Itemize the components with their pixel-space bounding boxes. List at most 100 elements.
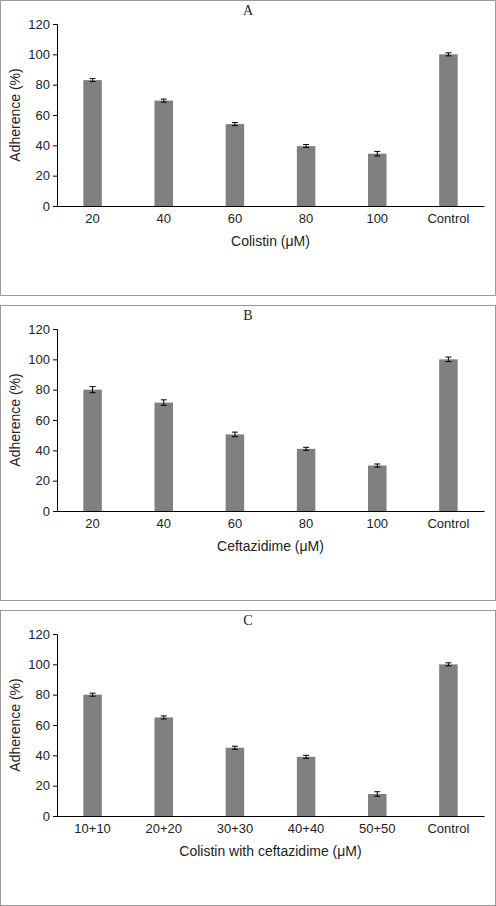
tick-mark <box>53 420 57 421</box>
error-cap <box>161 718 167 719</box>
tick-mark <box>53 145 57 146</box>
panel: 02040608010012010+1020+2030+3040+4050+50… <box>1 611 496 906</box>
error-cap <box>90 693 96 694</box>
x-axis: 20406080100Control <box>58 207 485 227</box>
error-cap <box>90 392 96 393</box>
tick-label: 80 <box>299 516 313 531</box>
tick-label: 40 <box>36 443 50 458</box>
tick-label: 100 <box>28 47 50 62</box>
bar <box>154 403 173 511</box>
x-axis: 10+1020+2030+3040+4050+50Control <box>58 817 485 837</box>
error-cap <box>374 791 380 792</box>
y-axis: 020406080100120 <box>28 322 57 519</box>
error-bar <box>90 693 96 696</box>
error-bar <box>232 123 238 126</box>
bar <box>439 359 458 511</box>
tick-label: 40 <box>157 516 171 531</box>
tick: 80 <box>36 687 57 702</box>
error-cap <box>232 122 238 123</box>
tick: Control <box>427 516 469 531</box>
y-axis: 020406080100120 <box>28 627 57 824</box>
error-cap <box>232 436 238 437</box>
error-cap <box>303 144 309 145</box>
error-cap <box>161 405 167 406</box>
error-cap <box>445 361 451 362</box>
tick-label: 60 <box>36 108 50 123</box>
tick-mark <box>53 755 57 756</box>
tick-label: 80 <box>36 687 50 702</box>
tick-mark <box>53 725 57 726</box>
error-bar <box>303 447 309 450</box>
tick: 120 <box>28 17 57 32</box>
panel-border <box>1 611 496 906</box>
error-stem <box>234 432 235 437</box>
bar <box>368 154 387 206</box>
error-stem <box>377 792 378 797</box>
tick: 60 <box>36 413 57 428</box>
axis-line <box>53 635 58 817</box>
tick: 30+30 <box>217 821 254 836</box>
y-axis-title: Adherence (%) <box>7 373 23 466</box>
tick-mark <box>53 24 57 25</box>
bars <box>83 663 457 816</box>
tick-mark <box>53 634 57 635</box>
error-stem <box>92 387 93 393</box>
error-cap <box>303 447 309 448</box>
tick: 40 <box>36 748 57 763</box>
tick: Control <box>427 211 469 226</box>
tick-label: 40 <box>36 138 50 153</box>
error-cap <box>445 55 451 56</box>
tick-mark <box>53 54 57 55</box>
tick: Control <box>427 821 469 836</box>
error-cap <box>303 758 309 759</box>
y-axis-title: Adherence (%) <box>7 68 23 161</box>
tick-label: 60 <box>228 516 242 531</box>
tick-label: Control <box>427 211 469 226</box>
tick: 60 <box>228 211 242 226</box>
error-cap <box>161 715 167 716</box>
bar <box>297 757 316 816</box>
title: B <box>243 308 252 323</box>
tick-label: 120 <box>28 17 50 32</box>
axis-line <box>58 816 485 817</box>
tick: 20 <box>36 778 57 793</box>
tick-mark <box>53 695 57 696</box>
tick: 0 <box>43 199 57 214</box>
tick-label: 0 <box>43 809 50 824</box>
bars <box>83 357 457 511</box>
tick-label: 20 <box>36 168 50 183</box>
axis-line <box>58 511 485 512</box>
error-bar <box>232 432 238 437</box>
bar <box>154 717 173 816</box>
tick: 80 <box>299 211 313 226</box>
title: A <box>243 3 254 18</box>
error-bar <box>90 79 96 82</box>
x-axis-title: Colistin (μM) <box>231 233 310 249</box>
tick: 120 <box>28 322 57 337</box>
tick-mark <box>53 511 57 512</box>
tick: 20 <box>36 473 57 488</box>
error-cap <box>303 755 309 756</box>
error-stem <box>377 151 378 156</box>
bar <box>226 748 245 816</box>
error-bar <box>90 387 96 393</box>
error-bar <box>161 99 167 102</box>
error-bar <box>445 53 451 56</box>
error-bar <box>374 464 380 467</box>
error-cap <box>90 78 96 79</box>
tick: 40 <box>157 516 171 531</box>
tick: 20+20 <box>145 821 182 836</box>
error-bar <box>161 400 167 405</box>
axis-line <box>58 206 485 207</box>
tick-label: 30+30 <box>217 821 254 836</box>
error-cap <box>445 662 451 663</box>
tick: 80 <box>36 77 57 92</box>
tick: 20 <box>36 168 57 183</box>
tick: 100 <box>28 47 57 62</box>
x-axis-title: Ceftazidime (μM) <box>217 538 324 554</box>
error-cap <box>161 99 167 100</box>
x-axis: 20406080100Control <box>58 512 485 532</box>
tick: 100 <box>28 352 57 367</box>
tick-label: 20 <box>85 516 99 531</box>
tick-label: 120 <box>28 627 50 642</box>
